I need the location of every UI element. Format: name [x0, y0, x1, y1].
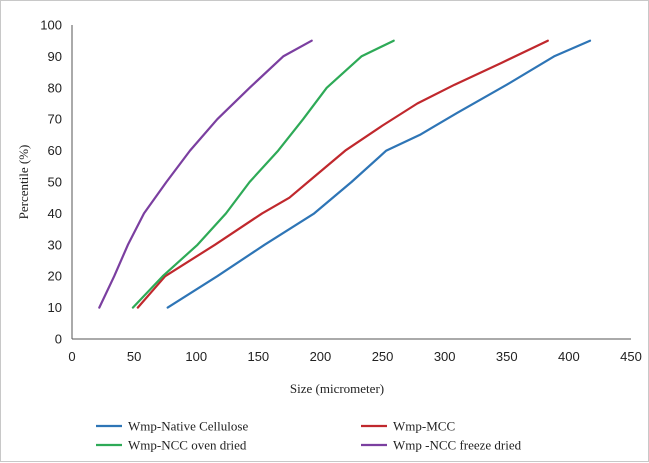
tick-labels: 0 10 20 30 40 50 60 70 80 90 100 0 50 100 150 200 250 300… — [40, 18, 642, 365]
axes — [71, 25, 631, 340]
y-tick-label: 80 — [48, 80, 62, 95]
y-tick-label: 70 — [48, 112, 62, 127]
legend-label-1: Wmp-Native Cellulose — [128, 419, 248, 434]
legend-label-2: Wmp-MCC — [393, 419, 455, 434]
legend: Wmp-Native Cellulose Wmp-MCC Wmp-NCC oven … — [96, 419, 522, 453]
y-tick-label: 30 — [48, 237, 62, 252]
legend-label-4: Wmp -NCC freeze dried — [393, 438, 522, 453]
y-tick-label: 10 — [48, 300, 62, 315]
y-tick-label: 50 — [48, 175, 62, 190]
x-tick-label: 200 — [310, 349, 332, 364]
x-tick-label: 400 — [558, 349, 580, 364]
x-tick-label: 0 — [68, 349, 75, 364]
x-tick-label: 300 — [434, 349, 456, 364]
x-tick-label: 250 — [372, 349, 394, 364]
series-line-2 — [136, 39, 549, 309]
y-tick-label: 0 — [55, 332, 62, 347]
x-tick-label: 450 — [620, 349, 642, 364]
y-axis-label: Percentile (%) — [16, 145, 31, 220]
legend-label-3: Wmp-NCC oven dried — [128, 438, 247, 453]
x-tick-label: 100 — [185, 349, 207, 364]
x-tick-label: 350 — [496, 349, 518, 364]
y-tick-label: 60 — [48, 143, 62, 158]
x-tick-label: 50 — [127, 349, 141, 364]
x-tick-label: 150 — [247, 349, 269, 364]
series-line-4 — [98, 39, 313, 309]
x-axis-label: Size (micrometer) — [290, 381, 384, 396]
y-tick-label: 20 — [48, 269, 62, 284]
y-tick-label: 90 — [48, 49, 62, 64]
series-lines — [98, 39, 592, 309]
y-tick-label: 40 — [48, 206, 62, 221]
series-line-3 — [131, 39, 395, 309]
series-line-1 — [166, 39, 592, 309]
y-tick-label: 100 — [40, 18, 62, 33]
